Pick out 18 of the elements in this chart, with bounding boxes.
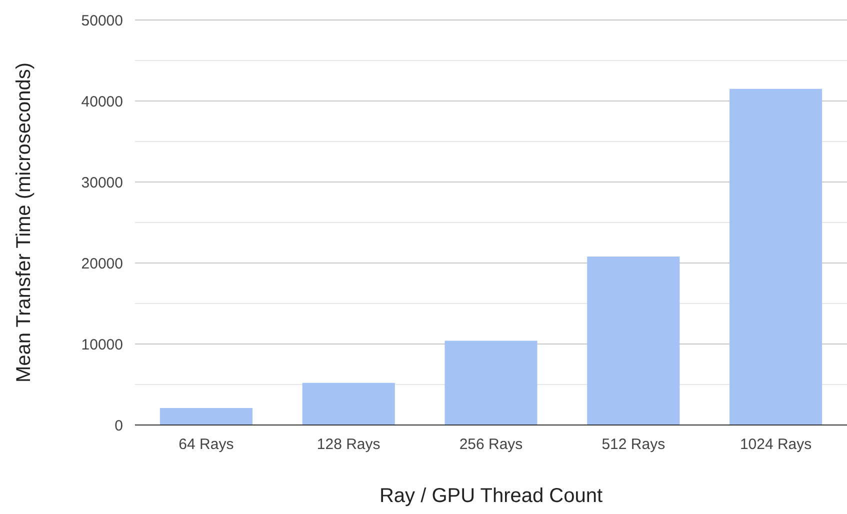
bar	[730, 88, 822, 425]
y-axis-title: Mean Transfer Time (microseconds)	[13, 62, 35, 383]
bar	[160, 408, 252, 425]
x-tick-label: 512 Rays	[602, 436, 666, 453]
y-tick-label: 40000	[81, 93, 123, 110]
x-tick-label: 128 Rays	[316, 436, 380, 453]
x-tick-label: 256 Rays	[459, 436, 523, 453]
bar	[587, 256, 680, 425]
y-tick-label: 10000	[81, 336, 123, 354]
y-tick-label: 0	[114, 417, 123, 434]
bar	[444, 340, 538, 425]
y-tick-label: 30000	[81, 174, 123, 192]
x-axis-title: Ray / GPU Thread Count	[379, 485, 603, 507]
x-tick-label: 1024 Rays	[740, 436, 812, 453]
y-tick-label: 20000	[81, 255, 123, 272]
x-tick-label: 64 Rays	[178, 436, 234, 453]
bar	[302, 382, 395, 425]
y-tick-label: 50000	[81, 12, 123, 30]
